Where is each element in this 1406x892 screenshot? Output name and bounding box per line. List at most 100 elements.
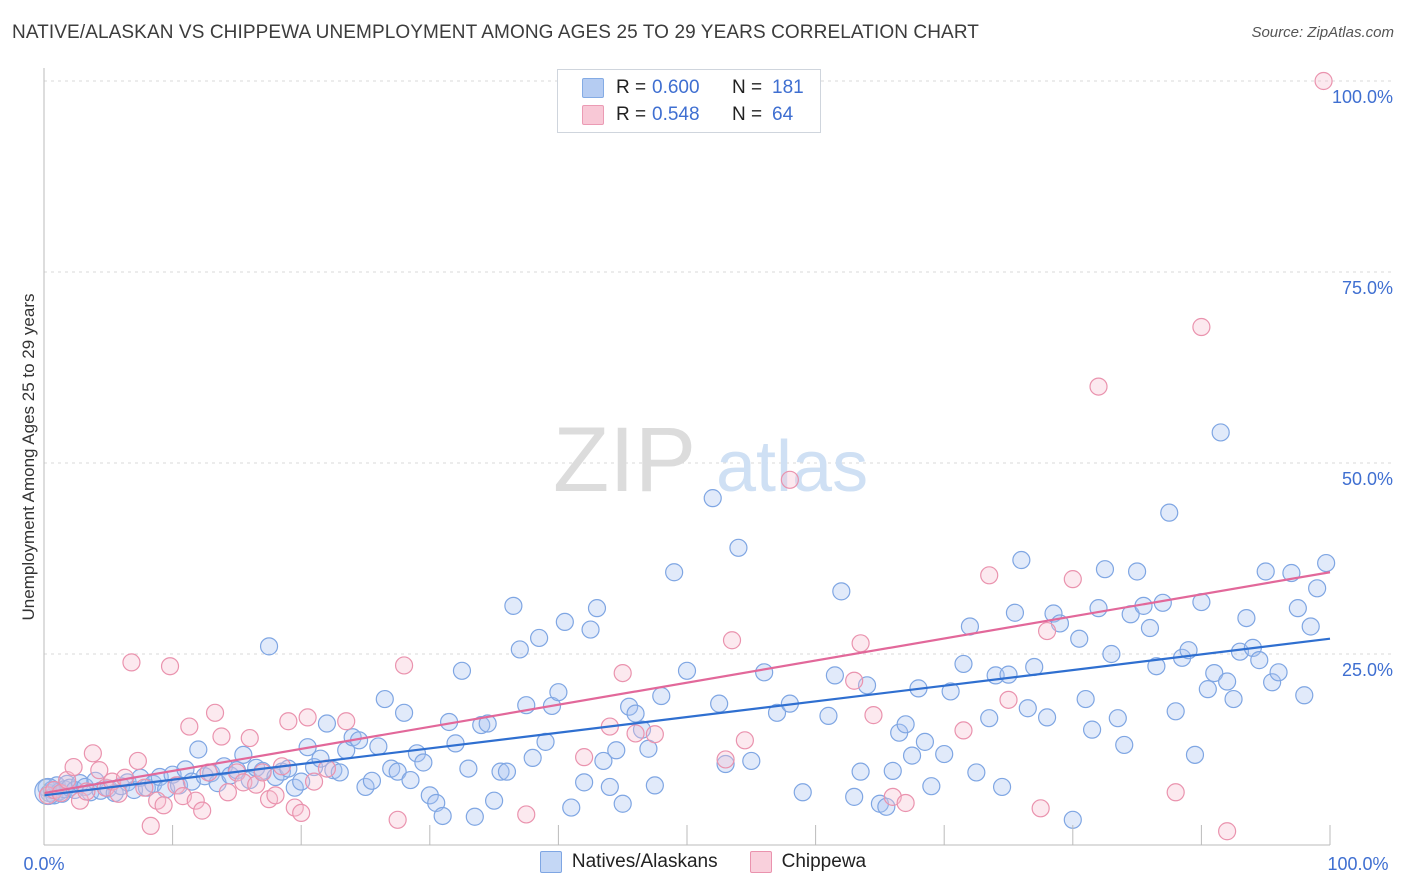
chippewa-point [980,566,999,585]
chippewa-point [613,663,632,683]
legend-item-natives[interactable]: Natives/Alaskans [539,851,718,873]
natives-point [1295,686,1314,705]
natives-point [472,715,491,735]
n-value: 181 [772,77,804,98]
r-label: R = [616,104,647,125]
n-label: N = [732,77,763,98]
chippewa-point [279,712,298,731]
natives-point [1076,689,1095,709]
natives-point [1082,720,1102,739]
chippewa-point [645,725,664,744]
legend-label-chippewa: Chippewa [781,851,867,872]
natives-point [1018,699,1037,718]
chippewa-point [304,772,324,791]
natives-point [1185,745,1205,764]
n-label: N = [732,104,763,125]
natives-point [189,740,208,759]
natives-point [292,772,311,791]
natives-point [1205,663,1224,683]
natives-point [369,737,388,756]
natives-point [967,763,986,782]
natives-point [497,762,517,781]
chippewa-point [1037,621,1057,641]
natives-point [1147,657,1166,676]
chippewa-point [212,727,231,746]
natives-point [755,663,774,682]
legend-item-chippewa[interactable]: Chippewa [749,851,867,873]
natives-point [394,703,414,722]
natives-point [530,628,549,648]
chippewa-point [128,751,147,771]
x-tick-label: 100.0% [1327,854,1388,874]
natives-point [259,637,279,656]
natives-point [819,706,838,725]
natives-point [922,777,941,796]
watermark: ZIP atlas [553,409,868,511]
chippewa-point [218,783,237,802]
natives-point [1127,562,1147,581]
natives-point [388,762,407,781]
chippewa-point [240,728,259,748]
chippewa-point [1166,783,1185,802]
chippewa-point [896,793,915,813]
natives-point [877,797,896,816]
chippewa-points [38,71,1333,841]
natives-point [954,654,973,674]
natives-point [1095,560,1115,579]
natives-point [832,582,851,601]
natives-point [620,697,639,716]
natives-point [459,759,478,778]
watermark-zip: ZIP [553,409,696,511]
natives-point [1256,562,1275,581]
chippewa-point [193,801,212,820]
r-value: 0.600 [652,77,700,98]
natives-point [992,777,1012,797]
chippewa-point [864,706,883,725]
natives-point [1288,599,1307,618]
natives-point [555,612,574,632]
chippewa-point [266,786,285,805]
chippewa-point [626,724,645,743]
natives-point [491,762,510,781]
natives-point [600,777,619,797]
natives-point [1115,735,1134,755]
natives-point [1005,603,1025,622]
trend-lines [43,571,1331,797]
natives-point [587,599,607,618]
natives-point [1237,608,1256,628]
legend: Natives/Alaskans Chippewa [0,851,1406,873]
y-tick-label: 25.0% [1342,660,1393,680]
natives-point [1037,708,1057,727]
natives-point [433,806,452,826]
chippewa-point [1063,570,1082,589]
chippewa-point [180,717,199,736]
natives-point [1250,651,1269,670]
chippewa-point [154,796,173,815]
legend-swatch-natives [539,851,562,873]
chippewa-point [999,690,1018,709]
natives-point [485,791,504,810]
natives-point [1166,702,1185,721]
natives-point [645,776,664,795]
trend-line [43,571,1331,795]
axes: 0.0% 100.0% 25.0% 50.0% 75.0% 100.0% [23,68,1393,874]
natives-point [999,665,1018,684]
n-value: 64 [772,104,794,125]
y-tick-label: 50.0% [1342,469,1393,489]
natives-point [1108,709,1127,728]
natives-point [575,773,594,792]
chippewa-point [1218,822,1237,841]
natives-point [710,694,729,713]
natives-point [1317,553,1336,573]
natives-point [665,563,684,582]
chippewa-point [780,470,799,489]
natives-point [1070,629,1089,648]
x-tick-label: 0.0% [23,854,64,874]
chippewa-point [64,757,83,777]
chippewa-point [1031,799,1050,818]
chippewa-point [167,776,186,795]
natives-point [414,753,433,772]
natives-point [896,715,915,734]
chippewa-point [70,791,90,810]
